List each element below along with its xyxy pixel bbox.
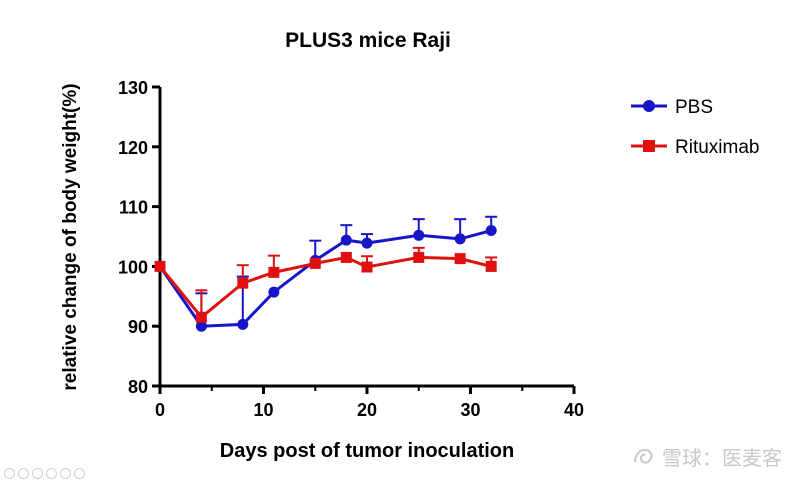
legend-item-pbs: PBS	[631, 97, 713, 118]
link-icon[interactable]	[60, 468, 71, 479]
x-tick-label: 30	[460, 400, 480, 420]
data-point	[340, 234, 352, 246]
data-point	[454, 253, 466, 265]
axes: 80 90 100 110 120 130 0 10 20 30 40	[118, 78, 584, 420]
y-axis-label: relative change of body weight(%)	[60, 83, 81, 390]
data-point	[237, 318, 249, 330]
data-point	[340, 251, 352, 263]
data-point	[413, 229, 425, 241]
media-controls	[4, 468, 85, 479]
y-tick-label: 110	[119, 198, 148, 218]
data-point	[361, 261, 373, 273]
legend-label: PBS	[675, 97, 713, 118]
play-icon[interactable]	[4, 468, 15, 479]
snowball-logo-icon	[634, 448, 653, 463]
data-point	[195, 311, 207, 323]
data-point	[485, 260, 497, 272]
legend-marker	[643, 140, 655, 152]
data-point	[268, 266, 280, 278]
data-point	[237, 277, 249, 289]
data-point	[195, 320, 207, 332]
x-tick-label: 20	[357, 400, 377, 420]
series-layer	[154, 215, 498, 332]
data-point	[309, 257, 321, 269]
legend-item-rituximab: Rituximab	[631, 137, 759, 158]
y-tick-label: 120	[118, 138, 148, 158]
data-point	[413, 251, 425, 263]
edit-icon[interactable]	[32, 468, 43, 479]
y-tick-label: 100	[118, 257, 148, 277]
y-tick-label: 130	[118, 78, 148, 98]
series-line	[158, 229, 492, 328]
legend: PBS Rituximab	[631, 97, 759, 158]
series-line	[158, 255, 492, 320]
legend-marker	[643, 100, 655, 112]
x-tick-label: 0	[155, 400, 165, 420]
x-axis-label: Days post of tumor inoculation	[220, 440, 514, 462]
chart-title: PLUS3 mice Raji	[285, 29, 451, 52]
data-point	[485, 225, 497, 237]
y-tick-label: 80	[128, 377, 148, 397]
data-point	[454, 233, 466, 245]
data-point	[268, 286, 280, 298]
legend-label: Rituximab	[675, 137, 759, 158]
y-tick-label: 90	[128, 317, 148, 337]
step-icon[interactable]	[18, 468, 29, 479]
data-point	[361, 237, 373, 249]
x-tick-label: 10	[253, 400, 273, 420]
watermark: 雪球：医麦客	[632, 442, 782, 471]
data-point	[154, 260, 166, 272]
more-icon[interactable]	[74, 468, 85, 479]
copy-icon[interactable]	[46, 468, 57, 479]
series-rituximab	[154, 246, 498, 323]
watermark-text: 雪球：医麦客	[662, 446, 782, 470]
x-tick-label: 40	[564, 400, 584, 420]
